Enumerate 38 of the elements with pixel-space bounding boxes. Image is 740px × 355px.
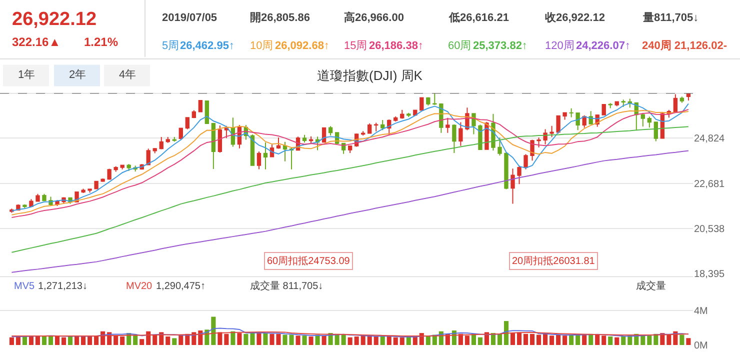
text: 24,226.07↑ — [576, 40, 630, 52]
text: 15周 — [344, 40, 368, 52]
text: 1年 — [18, 69, 36, 81]
text: 60周 — [448, 40, 472, 52]
y-tick-label: 22,681 — [694, 178, 726, 190]
text: 5周 — [162, 40, 180, 52]
text: 26,462.95↑ — [180, 40, 234, 52]
text: 240周 21,126.02- — [642, 40, 728, 52]
text: 10周 — [250, 40, 274, 52]
text: 26,922.12 — [12, 9, 97, 30]
text: 開26,805.86 — [250, 12, 310, 24]
text: 4年 — [119, 69, 136, 81]
text: 高26,966.00 — [344, 11, 404, 24]
text: 2年 — [69, 69, 86, 81]
text: 322.16▲ — [12, 35, 61, 49]
text: 2019/07/05 — [162, 12, 218, 24]
text: 1.21% — [84, 35, 118, 49]
text: 25,373.82↑ — [473, 40, 528, 52]
chart-title: 成交量 — [636, 280, 666, 292]
y-tick-label: 18,395 — [694, 268, 726, 280]
chart-title: 道瓊指數(DJI) 周K — [317, 68, 423, 83]
text: 26,186.38↑ — [369, 40, 424, 52]
annotation: 20周扣抵26031.81 — [512, 255, 596, 267]
y-tick-label: 24,824 — [694, 134, 726, 145]
text: 低26,616.21 — [448, 12, 509, 24]
text: 收26,922.12 — [545, 12, 605, 24]
text: MV5 — [14, 281, 35, 292]
annotation: 60周扣抵24753.09 — [267, 255, 350, 267]
annotation: 成交量 811,705↓ — [250, 280, 324, 292]
y-tick-label: 20,538 — [694, 224, 726, 235]
text: MV20 — [126, 281, 153, 292]
text: 量811,705↓ — [642, 12, 699, 24]
annotation: 1,290,475↑ — [156, 281, 206, 292]
y-tick-label: 4M — [694, 306, 708, 318]
y-tick-label: 0M — [694, 340, 708, 352]
annotation: 1,271,213↓ — [38, 281, 88, 292]
text: 26,092.68↑ — [275, 40, 330, 52]
text: 120周 — [545, 40, 574, 52]
